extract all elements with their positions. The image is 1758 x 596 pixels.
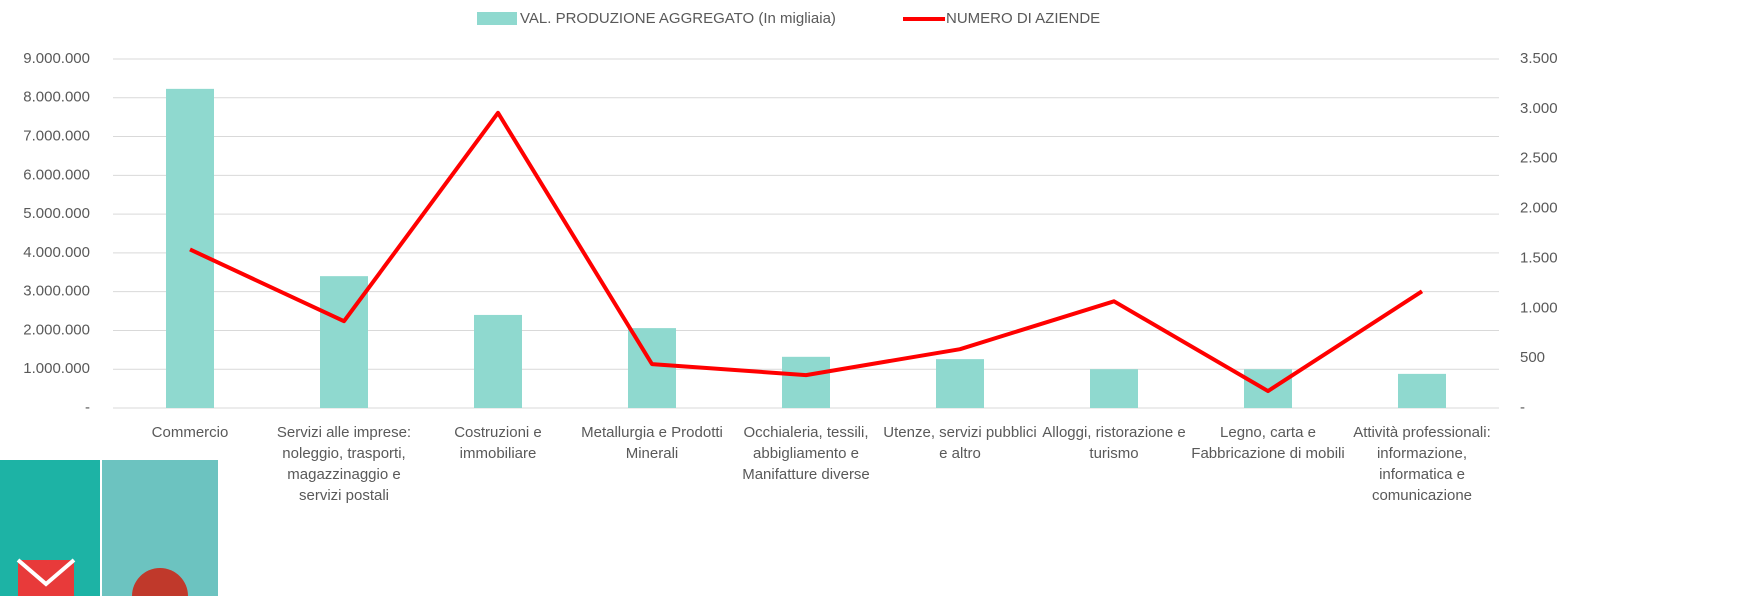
x-tick-label: Legno, carta e Fabbricazione di mobili (1191, 424, 1345, 462)
y-tick-label: 6.000.000 (23, 166, 90, 183)
y-tick-label: 1.000.000 (23, 360, 90, 377)
y-tick-label: 5.000.000 (23, 205, 90, 222)
x-tick-label: Alloggi, ristorazione e turismo (1042, 424, 1186, 462)
x-tick-label: Utenze, servizi pubblici e altro (883, 424, 1037, 462)
bar (782, 356, 830, 408)
bar (166, 88, 214, 408)
bar (474, 314, 522, 408)
x-tick-label: Metallurgia e Prodotti Minerali (581, 424, 723, 462)
legend-swatch (477, 12, 517, 25)
bar (1398, 373, 1446, 408)
y2-tick-label: 3.500 (1520, 50, 1558, 67)
legend-label: NUMERO DI AZIENDE (946, 10, 1100, 27)
y-tick-label: 2.000.000 (23, 321, 90, 338)
x-tick-label: Attività professionali: informazione, in… (1353, 424, 1491, 504)
bar (1244, 369, 1292, 408)
y-tick-label: 7.000.000 (23, 128, 90, 145)
y2-tick-label: 1.000 (1520, 299, 1558, 316)
x-tick-label: Servizi alle imprese: noleggio, trasport… (276, 424, 412, 504)
legend-label: VAL. PRODUZIONE AGGREGATO (In migliaia) (520, 10, 836, 27)
y2-tick-label: 1.500 (1520, 249, 1558, 266)
y2-tick-label: 3.000 (1520, 100, 1558, 117)
bar (936, 359, 984, 408)
line (189, 110, 1424, 394)
y2-tick-label: 2.500 (1520, 150, 1558, 167)
x-tick-label: Commercio (151, 424, 229, 441)
y2-tick-label: 2.000 (1520, 200, 1558, 217)
y-tick-label: 3.000.000 (23, 283, 90, 300)
y-tick-label: 9.000.000 (23, 50, 90, 67)
y2-tick-label: - (1520, 399, 1525, 416)
x-tick-label: Occhialeria, tessili, abbigliamento e Ma… (742, 424, 870, 483)
y-tick-label: 8.000.000 (23, 89, 90, 106)
y-tick-label: 4.000.000 (23, 244, 90, 261)
x-tick-label: Costruzioni e immobiliare (454, 424, 542, 462)
mail-icon (18, 560, 74, 596)
bar (1090, 369, 1138, 408)
y-tick-label: - (85, 399, 90, 416)
seal-icon (132, 568, 188, 596)
y2-tick-label: 500 (1520, 349, 1545, 366)
mail-icon (16, 558, 76, 587)
